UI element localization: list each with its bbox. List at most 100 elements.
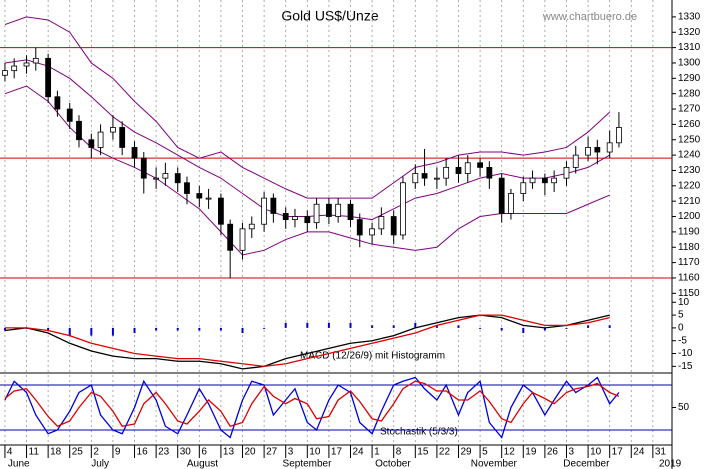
y-tick-label: 1320 [678,27,701,38]
candle-body [421,173,428,179]
candle-body [11,65,18,72]
macd-label: MACD (12/26/9) mit Histogramm [300,351,445,362]
histogram-bar [349,322,352,328]
candle-body [218,197,224,225]
histogram-bar [219,327,222,331]
histogram-bar [284,322,287,328]
candle-body [390,216,397,236]
x-tick-label: 30 [180,447,192,458]
candle-body [174,173,181,184]
histogram-bar [543,327,546,331]
candle-body [347,203,354,221]
candle-body [412,173,419,184]
y-tick-label: 1170 [678,257,700,268]
x-tick-label: 17 [331,447,343,458]
y-tick-label: 1300 [678,58,701,69]
band-upper [4,16,611,199]
x-tick-label: 12 [504,447,516,458]
y-tick-label: 1280 [678,88,701,99]
month-label: August [187,459,218,469]
y-tick-label: 1210 [678,196,701,207]
y-tick-label: 1290 [678,73,701,84]
histogram-bar [608,325,611,328]
x-tick-label: 2 [93,447,99,458]
histogram-bar [435,325,438,328]
candle-body [464,162,471,174]
candle-body [261,197,268,225]
y-tick-label: 1250 [678,134,701,145]
candle-body [119,127,126,148]
y-tick-label: 1230 [678,165,701,176]
candle-body [292,216,298,221]
y-tick-label: 1180 [678,242,700,253]
y-tick-label: 1200 [678,211,701,222]
y-tick-label: -10 [678,348,693,359]
x-tick-label: 5 [482,447,488,458]
month-label: September [283,459,333,469]
histogram-bar [111,327,114,336]
x-tick-label: 24 [633,447,645,458]
candle-body [541,177,548,184]
y-tick-label: 1220 [678,180,701,191]
histogram-bar [241,327,244,334]
x-tick-label: 17 [612,447,624,458]
candle-body [88,139,95,148]
candle-body [313,203,320,224]
candle-body [110,127,116,133]
candle-body [455,166,462,174]
candle-body [508,193,514,214]
series-line [4,380,620,428]
x-tick-label: 13 [223,447,235,458]
histogram-bar [68,327,71,336]
candle-body [594,147,601,153]
candle-body [196,193,203,199]
candle-body [477,162,483,168]
candle-body [140,157,147,179]
candle-body [153,177,160,180]
histogram-bar [371,325,374,328]
x-tick-label: 23 [158,447,170,458]
y-tick-label: 50 [678,402,690,413]
candle-body [486,166,493,179]
candle-body [551,177,558,184]
candle-body [184,182,190,194]
candle-body [400,182,406,236]
month-label: July [91,459,109,469]
y-tick-label: -5 [678,335,687,346]
histogram-bar [263,327,266,329]
histogram-bar [176,327,179,331]
candle-body [205,197,212,200]
candle-body [335,203,342,217]
x-tick-label: 29 [460,447,472,458]
candle-body [304,216,311,224]
candle-body [2,70,8,76]
candle-body [162,173,169,179]
candle-body [369,228,375,236]
x-tick-label: 31 [655,447,667,458]
candle-body [23,62,30,67]
candle-body [248,223,255,230]
y-tick-label: -15 [678,361,693,372]
candle-body [572,154,579,168]
histogram-bar [500,327,503,331]
histogram-bar [479,327,482,329]
x-tick-label: 18 [50,447,62,458]
y-tick-label: 1190 [678,227,700,238]
histogram-bar [457,325,460,328]
candle-body [529,177,536,184]
candle-body [32,57,39,64]
x-tick-label: 27 [266,447,278,458]
candle-body [498,177,505,214]
candle-body [282,213,289,221]
histogram-bar [155,327,158,331]
candle-body [54,96,61,110]
month-label: 2019 [659,459,682,469]
candle-body [270,197,277,214]
candle-body [433,177,440,180]
stoch-label: Stochastik (5/3/3) [380,427,458,438]
x-tick-label: 19 [525,447,537,458]
candle-body [131,147,138,159]
histogram-bar [327,322,330,328]
x-tick-label: 15 [417,447,429,458]
